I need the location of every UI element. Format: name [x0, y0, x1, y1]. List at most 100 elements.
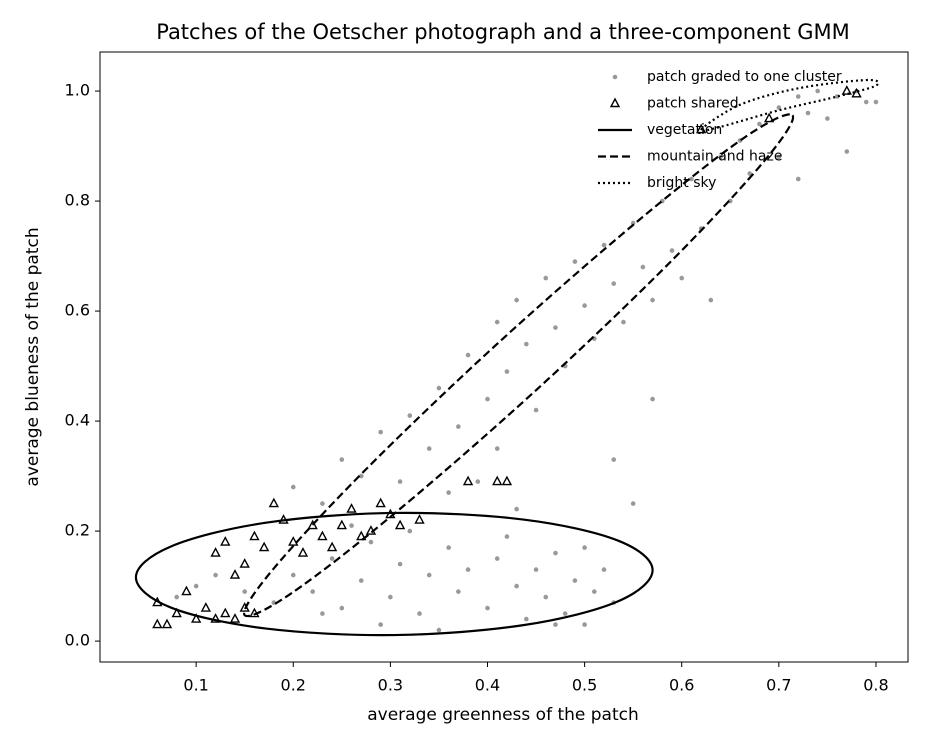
- scatter-point: [397, 561, 403, 567]
- scatter-point: [181, 585, 192, 596]
- scatter-point: [388, 594, 393, 600]
- x-tick-label: 0.4: [475, 676, 500, 695]
- scatter-point: [494, 319, 500, 325]
- scatter-point: [426, 446, 432, 451]
- ellipse: [242, 113, 795, 618]
- scatter-point: [358, 473, 364, 479]
- scatter-point: [210, 547, 221, 557]
- scatter-point: [795, 94, 801, 99]
- scatter-point: [229, 613, 241, 623]
- scatter-point: [220, 607, 231, 618]
- scatter-point: [640, 264, 646, 270]
- y-tick-label: 0.6: [65, 301, 90, 320]
- scatter-point: [213, 572, 218, 578]
- scatter-point: [601, 242, 607, 248]
- scatter-point: [572, 578, 578, 583]
- scatter-point: [174, 594, 180, 600]
- scatter-point: [485, 396, 490, 402]
- scatter-point: [336, 519, 347, 530]
- scatter-point: [258, 541, 270, 552]
- scatter-point: [650, 396, 655, 402]
- scatter-point: [763, 112, 775, 123]
- legend-label: patch shared: [647, 96, 739, 112]
- scatter-point: [611, 457, 617, 462]
- scatter-point: [708, 297, 714, 303]
- scatter-point: [378, 622, 383, 627]
- legend-label: patch graded to one cluster: [647, 69, 842, 85]
- scatter-point: [514, 297, 519, 303]
- scatter-point: [456, 589, 461, 594]
- scatter-point: [562, 611, 568, 616]
- scatter-point: [249, 530, 260, 541]
- scatter-point: [271, 600, 277, 605]
- scatter-point: [339, 605, 345, 611]
- scatter-point: [356, 530, 367, 541]
- y-tick-label: 1.0: [65, 81, 90, 100]
- scatter-point: [679, 275, 685, 281]
- scatter-point: [504, 369, 510, 374]
- scatter-point: [475, 479, 481, 484]
- scatter-point: [524, 341, 529, 347]
- scatter-point: [320, 611, 325, 616]
- scatter-point: [339, 457, 345, 462]
- scatter-point: [582, 303, 587, 308]
- scatter-point: [436, 627, 442, 633]
- scatter-point: [669, 248, 675, 253]
- legend-label: vegetation: [647, 122, 722, 138]
- scatter-point: [436, 385, 442, 391]
- scatter-point: [193, 583, 199, 589]
- ellipse: [134, 511, 654, 637]
- scatter-point: [553, 622, 558, 627]
- x-axis-label: average greenness of the patch: [367, 705, 639, 725]
- scatter-point: [494, 446, 500, 451]
- scatter-point: [501, 475, 513, 486]
- scatter-point: [290, 572, 296, 578]
- scatter-point: [397, 479, 403, 484]
- scatter-point: [533, 567, 539, 572]
- scatter-point: [718, 154, 723, 160]
- scatter-point: [426, 572, 432, 578]
- scatter-point: [776, 105, 782, 110]
- scatter-point: [407, 413, 413, 418]
- scatter-point: [417, 611, 422, 616]
- scatter-point: [378, 429, 383, 435]
- scatter-point: [689, 176, 694, 182]
- scatter-point: [465, 567, 471, 572]
- scatter-point: [873, 99, 879, 105]
- scatter-point: [320, 501, 325, 506]
- scatter-point: [695, 123, 707, 134]
- scatter-point: [152, 618, 163, 629]
- scatter-point: [572, 259, 578, 264]
- scatter-point: [346, 503, 357, 513]
- scatter-point: [268, 497, 280, 508]
- y-tick-label: 0.2: [65, 521, 90, 540]
- scatter-point: [582, 545, 587, 550]
- scatter-point: [161, 618, 173, 629]
- scatter-point: [375, 497, 386, 508]
- scatter-point: [747, 171, 753, 176]
- scatter-point: [368, 539, 374, 545]
- scatter-point: [825, 116, 830, 121]
- scatter-point: [462, 475, 474, 486]
- scatter-point: [485, 605, 490, 611]
- legend-label: mountain and haze: [647, 149, 782, 165]
- scatter-point: [242, 589, 248, 594]
- x-tick-label: 0.6: [669, 676, 694, 695]
- scatter-point: [190, 613, 202, 623]
- legend-marker: [612, 74, 618, 80]
- x-tick-label: 0.7: [766, 676, 791, 695]
- scatter-point: [494, 556, 500, 561]
- scatter-point: [815, 88, 820, 94]
- scatter-point: [446, 490, 451, 495]
- scatter-point: [407, 528, 413, 534]
- scatter-point: [358, 578, 364, 583]
- scatter-point: [317, 530, 328, 541]
- scatter-point: [621, 319, 626, 325]
- y-axis-label: average blueness of the patch: [23, 227, 43, 486]
- scatter-point: [601, 567, 607, 572]
- scatter-point: [288, 536, 299, 546]
- scatter-point: [844, 149, 850, 154]
- scatter-point: [533, 407, 539, 413]
- scatter-point: [514, 506, 519, 512]
